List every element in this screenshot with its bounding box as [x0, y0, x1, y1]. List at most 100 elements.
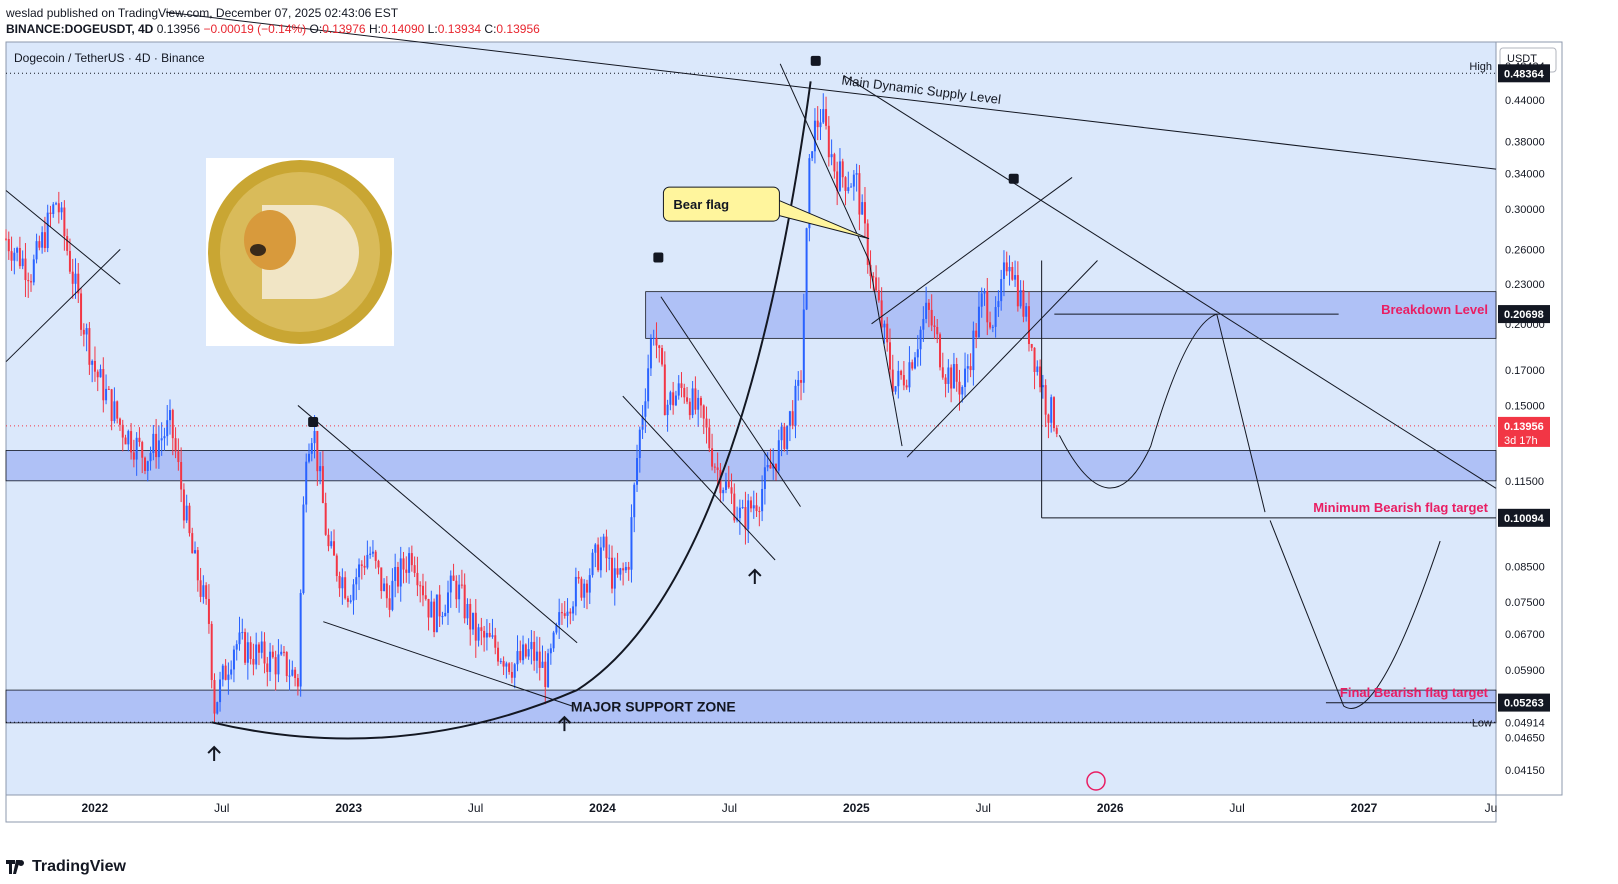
- candle-body: [180, 462, 183, 490]
- candle-body: [761, 488, 764, 512]
- y-tick-label: 0.17000: [1505, 365, 1545, 377]
- candle-body: [794, 385, 797, 426]
- candle-body: [266, 663, 269, 672]
- candle-body: [7, 238, 10, 252]
- candle-body: [752, 505, 755, 509]
- candle-body: [66, 236, 69, 251]
- candle-body: [641, 416, 644, 430]
- candle-body: [624, 566, 627, 571]
- chart-title: Dogecoin / TetherUS · 4D · Binance: [14, 51, 205, 65]
- candle-body: [647, 368, 650, 402]
- candle-body: [157, 440, 160, 458]
- candle-body: [146, 461, 149, 471]
- current-price-badge: 0.13956: [1504, 421, 1544, 433]
- candle-body: [177, 451, 180, 463]
- candle-body: [438, 594, 441, 617]
- candle-body: [460, 584, 463, 586]
- candle-body: [805, 228, 808, 310]
- price-change: −0.00019 (−0.14%): [203, 22, 307, 36]
- x-tick-label: Jul: [214, 801, 229, 815]
- candle-body: [850, 186, 853, 188]
- candle-body: [433, 601, 436, 633]
- y-tick-label: 0.06700: [1505, 629, 1545, 641]
- minimum-target-label: Minimum Bearish flag target: [1313, 500, 1488, 515]
- price-axis[interactable]: 0.44000 0.38000 0.34000 0.30000 0.26000 0.230…: [1469, 47, 1557, 777]
- candle-body: [1016, 275, 1019, 307]
- candle-body: [155, 433, 158, 458]
- candle-body: [888, 342, 891, 370]
- candle-body: [135, 437, 138, 460]
- tradingview-brand[interactable]: TradingView: [6, 858, 126, 876]
- candle-body: [230, 669, 233, 675]
- candle-body: [936, 326, 939, 335]
- candle-body: [863, 202, 866, 224]
- candle-body: [330, 541, 333, 547]
- candle-body: [872, 276, 875, 278]
- final-target-badge-bg: [1498, 693, 1550, 712]
- candle-body: [346, 598, 349, 602]
- final-target-badge: 0.05263: [1504, 698, 1544, 710]
- candle-body: [141, 442, 144, 458]
- candle-body: [405, 569, 408, 573]
- up-arrow-icon: [207, 745, 221, 762]
- candle-body: [994, 307, 997, 327]
- x-tick-label: Jul: [722, 801, 737, 815]
- candle-body: [391, 580, 394, 610]
- bear-flag-upper: [871, 177, 1073, 325]
- candle-body: [722, 489, 725, 494]
- candle-body: [121, 424, 124, 438]
- candle-body: [5, 238, 7, 240]
- candle-body: [491, 635, 494, 637]
- candle-body: [927, 302, 930, 310]
- candle-body: [257, 644, 260, 653]
- candle-body: [510, 671, 513, 678]
- candle-body: [93, 360, 96, 372]
- candle-body: [886, 323, 889, 343]
- candle-body: [522, 644, 525, 661]
- candle-body: [775, 463, 778, 471]
- candle-body: [421, 585, 424, 596]
- candle-body: [577, 576, 580, 579]
- ohlc-line: BINANCE:DOGEUSDT, 4D 0.13956 −0.00019 (−…: [6, 22, 540, 36]
- bear-flag-left-line: [779, 63, 870, 261]
- candle-body: [599, 547, 602, 571]
- candle-body: [458, 584, 461, 600]
- x-tick-label: 2023: [335, 801, 362, 815]
- candle-body: [118, 418, 121, 425]
- candle-body: [516, 651, 519, 665]
- candle-body: [30, 281, 33, 283]
- candle-body: [866, 223, 869, 265]
- candle-body: [427, 599, 430, 618]
- candle-body: [244, 632, 247, 663]
- candle-body: [730, 487, 733, 494]
- candle-body: [574, 576, 577, 607]
- candle-body: [252, 658, 255, 665]
- candle-body: [341, 577, 344, 589]
- candle-body: [622, 568, 625, 571]
- candle-body: [891, 369, 894, 392]
- candle-body: [941, 367, 944, 378]
- x-tick-label: 2027: [1351, 801, 1378, 815]
- time-axis[interactable]: 2022 Jul 2023 Jul 2024 Jul 2025 Jul 2026 Jul 2027 J…: [81, 801, 1497, 815]
- candle-body: [677, 383, 680, 396]
- current-price-badge-bg: [1498, 416, 1550, 447]
- candle-body: [305, 461, 308, 505]
- candle-body: [380, 567, 383, 592]
- candle-body: [294, 669, 297, 679]
- thumbs-down-icon: [810, 55, 821, 66]
- candle-body: [813, 120, 816, 152]
- high-marker-badge-bg: [1498, 64, 1550, 83]
- plot-background: [5, 41, 1497, 796]
- candles: [5, 93, 1058, 723]
- major-support-zone-label: MAJOR SUPPORT ZONE: [571, 698, 736, 714]
- candle-body: [41, 232, 44, 248]
- candle-body: [983, 291, 986, 294]
- candle-body: [419, 585, 422, 587]
- candle-body: [232, 649, 235, 670]
- candle-body: [811, 151, 814, 159]
- candle-body: [727, 481, 730, 488]
- candle-body: [702, 405, 705, 419]
- candle-body: [430, 601, 433, 618]
- current-price-badge-countdown: 3d 17h: [1504, 435, 1538, 447]
